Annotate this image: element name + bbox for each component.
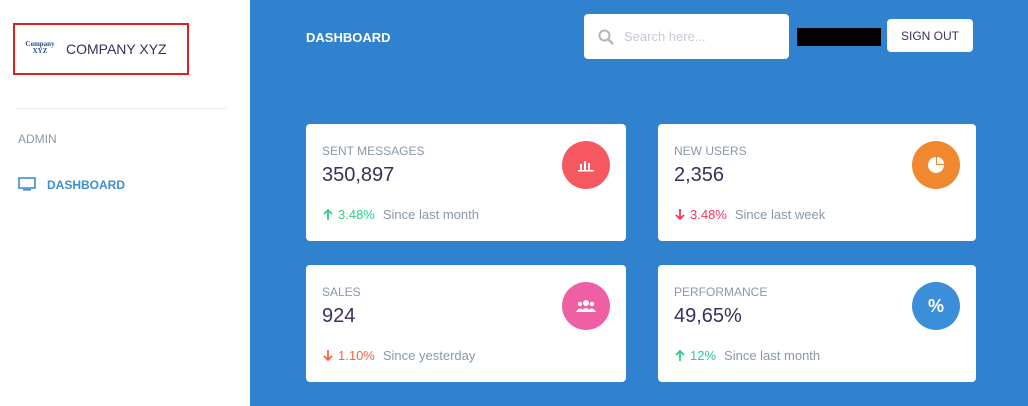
- nav-link[interactable]: DASHBOARD: [47, 178, 125, 192]
- card-icon: [912, 141, 960, 189]
- card-since: Since last month: [382, 207, 479, 222]
- card-title: SALES: [322, 285, 361, 299]
- stat-card: SALES 924 1.10% Since yesterday: [306, 265, 626, 382]
- card-change: 12%: [690, 348, 717, 363]
- search-box[interactable]: Search here...: [584, 14, 789, 59]
- card-title: PERFORMANCE: [674, 285, 768, 299]
- section-label: ADMIN: [18, 132, 57, 146]
- redacted: [797, 28, 881, 46]
- logo-text: Company XYZ: [25, 40, 55, 55]
- brand: COMPANY XYZ: [66, 41, 167, 57]
- card-icon: [562, 282, 610, 330]
- page-title: DASHBOARD: [306, 30, 391, 45]
- card-title: NEW USERS: [674, 144, 747, 158]
- card-since: Since yesterday: [382, 348, 476, 363]
- card-change: 3.48%: [338, 207, 375, 222]
- card-change: 1.10%: [338, 348, 375, 363]
- sidebar: Company XYZ COMPANY XYZ ADMIN DASHBOARD: [0, 0, 250, 406]
- trend-arrow: [323, 208, 333, 220]
- card-icon: [562, 141, 610, 189]
- search-placeholder: Search here...: [624, 29, 706, 44]
- card-change-row: 3.48% Since last week: [674, 207, 825, 222]
- card-change: 3.48%: [690, 207, 727, 222]
- card-title: SENT MESSAGES: [322, 144, 425, 158]
- trend-arrow: [675, 209, 685, 221]
- search-icon: [598, 29, 614, 45]
- card-value: 49,65%: [674, 305, 742, 327]
- stat-card: PERFORMANCE 49,65%% 12% Since last month: [658, 265, 976, 382]
- card-since: Since last week: [734, 207, 826, 222]
- card-value: 924: [322, 305, 356, 327]
- card-icon: %: [912, 282, 960, 330]
- card-change-row: 1.10% Since yesterday: [322, 348, 475, 363]
- card-change-row: 12% Since last month: [674, 348, 820, 363]
- monitor-icon: [18, 177, 36, 191]
- stat-card: NEW USERS 2,356 3.48% Since last week: [658, 124, 976, 241]
- trend-arrow: [323, 350, 333, 362]
- trend-arrow: [675, 349, 685, 361]
- divider: [16, 108, 226, 109]
- card-value: 2,356: [674, 164, 725, 186]
- sign-out-button[interactable]: SIGN OUT: [887, 19, 973, 52]
- card-since: Since last month: [724, 348, 821, 363]
- stat-card: SENT MESSAGES 350,897 3.48% Since last mont…: [306, 124, 626, 241]
- card-change-row: 3.48% Since last month: [322, 207, 479, 222]
- card-value: 350,897: [322, 164, 395, 186]
- logo-box[interactable]: Company XYZ COMPANY XYZ: [13, 23, 189, 75]
